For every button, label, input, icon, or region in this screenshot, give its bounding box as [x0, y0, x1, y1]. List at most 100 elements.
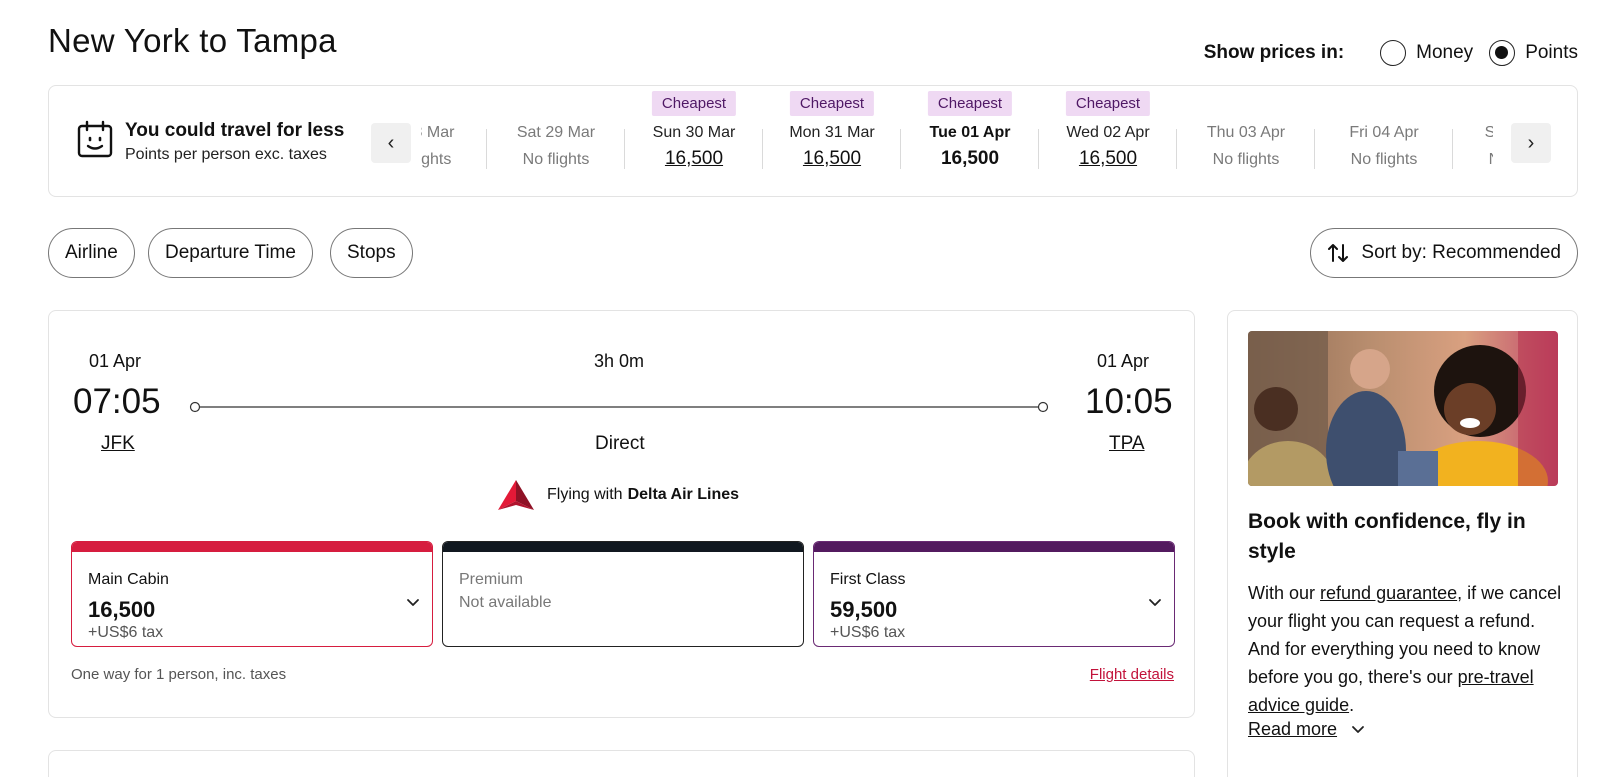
promo-text: , if we cancel your flight you can reque… — [1248, 583, 1562, 687]
money-radio-label[interactable]: Money — [1416, 42, 1474, 63]
date-price: No flights — [1350, 151, 1418, 168]
date-label-selected: Tue 01 Apr — [929, 124, 1011, 141]
date-price-selected: 16,500 — [940, 148, 1000, 169]
departure-time: 07:05 — [73, 382, 161, 421]
date-price: No flights — [1212, 151, 1280, 168]
operating-airline: Flying with Delta Air Lines — [497, 479, 739, 511]
cheapest-badge: Cheapest — [651, 91, 737, 116]
travellers-photo — [1248, 331, 1558, 486]
fare-color-bar — [814, 542, 1174, 552]
date-label: Sun 30 Mar — [652, 124, 736, 141]
date-option-thu-03-apr[interactable]: Thu 03 Apr No flights — [1177, 86, 1315, 196]
fare-price: 59,500 — [830, 597, 898, 622]
fare-tax: +US$6 tax — [830, 624, 906, 641]
date-price[interactable]: 16,500 — [664, 148, 724, 169]
arrival-date: 01 Apr — [1097, 351, 1150, 371]
dates-carousel: Fri 28 Mar No flights Sat 29 Mar No flig… — [421, 86, 1493, 196]
points-radio-option[interactable]: Points — [1489, 40, 1578, 66]
date-price: No flights — [1453, 151, 1493, 169]
date-label: Sat 05 Apr — [1484, 124, 1493, 141]
fare-name: First Class — [830, 571, 906, 588]
departure-airport-link[interactable]: JFK — [101, 433, 135, 454]
travel-for-less-title: You could travel for less — [125, 120, 345, 141]
sort-label[interactable]: Sort by: Recommended — [1361, 242, 1561, 263]
date-label: Sat 29 Mar — [516, 124, 596, 141]
fare-name: Premium — [459, 571, 524, 588]
fare-note: One way for 1 person, inc. taxes — [71, 666, 287, 683]
points-radio-icon[interactable] — [1489, 40, 1516, 66]
next-flight-card — [48, 750, 1195, 777]
date-option-sat-29-mar[interactable]: Sat 29 Mar No flights — [487, 86, 625, 196]
price-currency-toggle: Show prices in: Money Points — [1204, 40, 1578, 66]
arrival-airport-link[interactable]: TPA — [1109, 433, 1145, 454]
promo-body: With our refund guarantee, if we cancel … — [1248, 579, 1564, 719]
date-option-wed-02-apr[interactable]: Cheapest Wed 02 Apr 16,500 — [1039, 86, 1177, 196]
flight-result-card: 01 Apr 07:05 JFK 3h 0m Direct 01 Apr 10:… — [48, 310, 1195, 718]
date-label: Fri 28 Mar — [421, 124, 455, 141]
departure-date: 01 Apr — [89, 351, 142, 371]
travel-for-less-text: You could travel for less Points per per… — [125, 120, 344, 168]
chevron-down-icon — [1352, 725, 1364, 733]
money-radio-icon[interactable] — [1380, 40, 1407, 66]
date-option-fri-28-mar[interactable]: Fri 28 Mar No flights — [421, 86, 487, 196]
delta-logo-icon — [498, 480, 534, 510]
fare-color-bar — [443, 542, 803, 552]
date-option-sat-05-apr[interactable]: Sat 05 Apr No flights — [1453, 86, 1493, 196]
fare-tax: +US$6 tax — [88, 624, 164, 641]
arrival-time: 10:05 — [1085, 382, 1173, 421]
date-option-sun-30-mar[interactable]: Cheapest Sun 30 Mar 16,500 — [625, 86, 763, 196]
date-label: Wed 02 Apr — [1066, 124, 1150, 141]
fare-price: 16,500 — [88, 597, 156, 622]
route-line — [189, 401, 1049, 413]
show-prices-label: Show prices in: — [1203, 42, 1345, 63]
read-more-toggle[interactable]: Read more — [1248, 719, 1365, 740]
cheapest-badge: Cheapest — [1065, 91, 1151, 116]
date-label: Fri 04 Apr — [1349, 124, 1419, 141]
page-title: New York to Tampa — [48, 22, 337, 59]
fare-premium: Premium Not available — [442, 541, 804, 647]
date-price: No flights — [522, 151, 590, 168]
chevron-down-icon — [407, 599, 419, 606]
fare-color-bar — [72, 542, 432, 552]
fare-unavailable: Not available — [459, 594, 552, 611]
date-option-tue-01-apr[interactable]: Cheapest Tue 01 Apr 16,500 — [901, 86, 1039, 196]
flying-with-label: Flying with — [547, 486, 623, 503]
points-radio-label[interactable]: Points — [1525, 42, 1578, 63]
dates-row: Fri 28 Mar No flights Sat 29 Mar No flig… — [421, 86, 1493, 196]
stops-info: Direct — [595, 433, 645, 454]
fare-main-cabin[interactable]: Main Cabin 16,500 +US$6 tax — [71, 541, 433, 647]
date-price[interactable]: 16,500 — [1078, 148, 1138, 169]
sort-arrows-icon — [1328, 244, 1349, 262]
date-price: No flights — [421, 151, 452, 168]
travel-for-less-subtitle: Points per person exc. taxes — [125, 146, 327, 163]
departure-time-filter-button[interactable]: Departure Time — [148, 228, 313, 278]
promo-text: . — [1349, 695, 1355, 715]
fare-first-class[interactable]: First Class 59,500 +US$6 tax — [813, 541, 1175, 647]
date-option-fri-04-apr[interactable]: Fri 04 Apr No flights — [1315, 86, 1453, 196]
date-label: Thu 03 Apr — [1206, 124, 1286, 141]
refund-guarantee-link[interactable]: refund guarantee — [1320, 583, 1458, 603]
promo-title: Book with confidence, fly in style — [1248, 510, 1526, 563]
dates-prev-button[interactable]: ‹ — [371, 123, 411, 163]
cheapest-badge: Cheapest — [927, 91, 1013, 116]
read-more-label[interactable]: Read more — [1248, 719, 1338, 739]
flight-details-link[interactable]: Flight details — [1089, 666, 1174, 683]
promo-text: With our — [1248, 583, 1321, 603]
money-radio-option[interactable]: Money — [1380, 40, 1473, 66]
chevron-down-icon — [1149, 599, 1161, 606]
dates-next-button[interactable]: › — [1511, 123, 1551, 163]
cheapest-badge: Cheapest — [789, 91, 875, 116]
chevron-left-icon: ‹ — [387, 131, 395, 154]
sort-button[interactable]: Sort by: Recommended — [1310, 228, 1578, 278]
flight-duration: 3h 0m — [594, 351, 645, 371]
chevron-right-icon: › — [1527, 131, 1535, 154]
airline-filter-button[interactable]: Airline — [48, 228, 135, 278]
airline-name: Delta Air Lines — [627, 486, 740, 503]
date-label: Mon 31 Mar — [789, 124, 875, 141]
date-price[interactable]: 16,500 — [802, 148, 862, 169]
promo-card: Book with confidence, fly in style With … — [1227, 310, 1578, 777]
date-price-strip: You could travel for less Points per per… — [48, 85, 1578, 197]
pre-travel-advice-link[interactable]: pre-travel advice guide — [1248, 667, 1534, 715]
stops-filter-button[interactable]: Stops — [330, 228, 413, 278]
date-option-mon-31-mar[interactable]: Cheapest Mon 31 Mar 16,500 — [763, 86, 901, 196]
